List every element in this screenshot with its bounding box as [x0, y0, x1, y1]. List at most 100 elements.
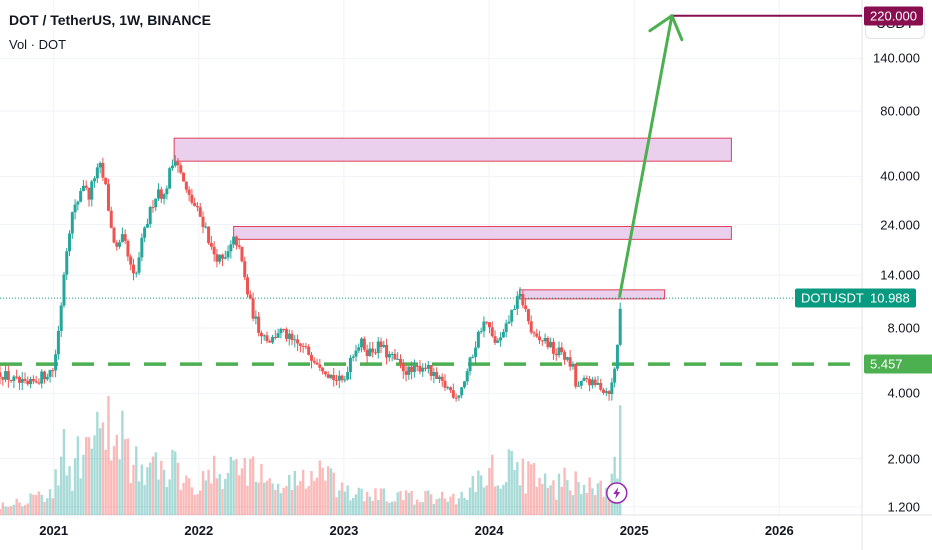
alert-marker[interactable]: [606, 482, 628, 504]
candle-body: [379, 341, 383, 347]
candle-body: [68, 233, 72, 252]
volume-bar: [524, 493, 527, 515]
volume-bar: [85, 436, 88, 515]
candle-body: [426, 364, 430, 369]
candle-body: [476, 331, 480, 348]
candle-body: [170, 165, 174, 169]
volume-bar: [32, 494, 35, 515]
candle-body: [284, 329, 288, 339]
candle-body: [62, 274, 66, 306]
candle-body: [234, 236, 238, 246]
candle-body: [232, 236, 236, 245]
candle-body: [226, 251, 230, 258]
candle-body: [582, 377, 586, 381]
price-tick-label: 8.000: [887, 320, 920, 336]
volume-bar: [477, 470, 480, 515]
candle-body: [357, 347, 361, 351]
candle-body: [610, 382, 614, 395]
candle-body: [613, 368, 617, 383]
candle-body: [51, 370, 55, 372]
candle-body: [329, 375, 333, 378]
volume-bar: [441, 491, 444, 515]
candle-body: [590, 379, 594, 386]
candle-body: [335, 380, 339, 382]
candle-body: [496, 340, 500, 343]
volume-bar: [243, 458, 246, 515]
volume-bar: [143, 484, 146, 515]
volume-bar: [338, 490, 341, 515]
candle-body: [376, 341, 380, 353]
volume-bar: [98, 428, 102, 515]
volume-bar: [446, 501, 449, 515]
volume-bar: [315, 477, 319, 515]
price-tick-label: 24.000: [880, 217, 920, 232]
candle-body: [159, 189, 163, 199]
volume-bar: [496, 485, 500, 515]
candle-body: [48, 370, 52, 377]
volume-bar: [93, 435, 96, 515]
candle-body: [593, 379, 597, 385]
symbol-title[interactable]: DOT / TetherUS, 1W, BINANCE: [9, 12, 211, 28]
volume-bar: [449, 496, 452, 515]
candle-body: [474, 347, 478, 357]
candle-body: [76, 201, 80, 205]
volume-bar: [552, 480, 555, 515]
volume-bar: [174, 451, 177, 515]
candle-body: [543, 338, 547, 342]
current-price-tag: 10.988: [864, 288, 916, 308]
candle-body: [323, 371, 327, 375]
volume-bar: [452, 493, 455, 515]
volume-bar: [432, 503, 436, 515]
candle-body: [504, 323, 508, 332]
volume-bar: [90, 448, 93, 515]
candle-body: [432, 372, 436, 376]
volume-bar: [57, 485, 60, 515]
volume-bar: [168, 479, 171, 515]
candle-body: [421, 367, 425, 372]
volume-bar: [471, 475, 475, 515]
candle-body: [563, 352, 567, 360]
time-tick-label: 2023: [329, 523, 359, 538]
volume-bar: [415, 499, 419, 515]
candle-body: [248, 294, 252, 299]
volume-bar: [427, 490, 430, 515]
candle-body: [451, 390, 455, 398]
time-tick-label: 2025: [619, 523, 649, 538]
volume-bar: [254, 481, 258, 515]
price-tick-label: 80.000: [880, 103, 920, 119]
volume-bar: [263, 482, 266, 515]
volume-bar: [268, 478, 271, 515]
volume-bar: [37, 491, 41, 515]
candle-body: [87, 187, 91, 200]
volume-bar: [185, 475, 188, 515]
volume-bar: [115, 434, 119, 515]
volume-bar: [296, 485, 299, 515]
volume-bar: [43, 501, 46, 515]
candle-body: [521, 294, 525, 306]
volume-bar: [165, 487, 169, 515]
candle-body: [518, 294, 522, 297]
volume-bar: [26, 503, 30, 515]
candle-body: [151, 207, 155, 209]
volume-bar: [538, 477, 541, 515]
candle-body: [104, 177, 108, 185]
candle-body: [487, 322, 491, 328]
volume-bar: [343, 491, 347, 515]
candle-body: [393, 353, 397, 360]
candle-body: [360, 338, 364, 348]
volume-bar: [602, 497, 605, 515]
candle-body: [145, 224, 149, 228]
volume-bar: [619, 405, 622, 515]
candle-body: [271, 336, 275, 343]
volume-bar: [146, 467, 149, 515]
candle-body: [579, 380, 583, 386]
candle-body: [599, 383, 603, 390]
lightning-bolt: [613, 487, 621, 499]
candle-body: [588, 378, 592, 386]
volume-bar: [151, 456, 155, 515]
candle-body: [382, 344, 386, 347]
volume-bar: [407, 492, 411, 515]
candle-body: [193, 202, 197, 207]
